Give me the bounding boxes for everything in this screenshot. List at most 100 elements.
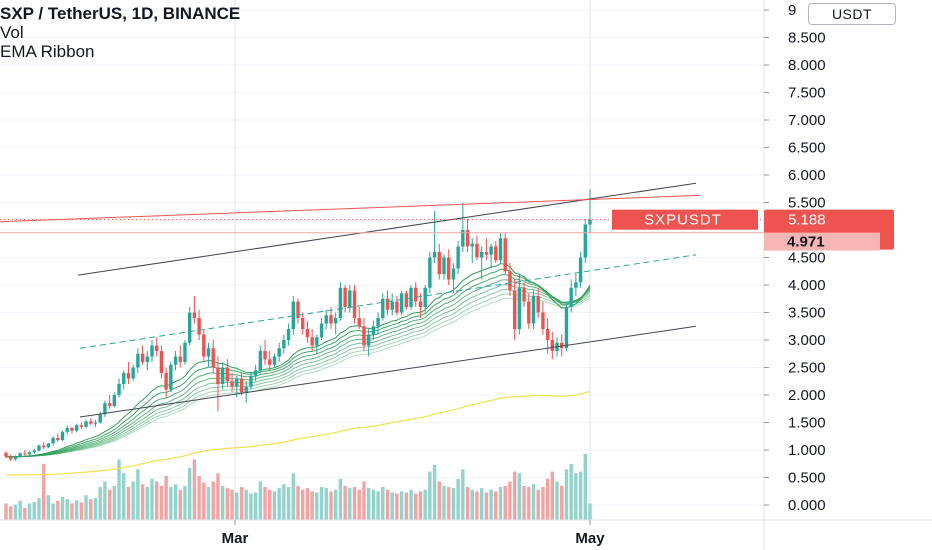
candle — [32, 450, 36, 453]
last-price-value: 5.188 — [788, 212, 826, 229]
candle — [27, 452, 32, 455]
candle — [268, 359, 272, 365]
price-tick-label: 9 — [788, 2, 796, 19]
ref-price-label[interactable] — [764, 232, 880, 251]
candle — [362, 326, 366, 346]
volume-bar — [244, 489, 248, 520]
volume-bar — [155, 481, 159, 520]
candle — [484, 252, 489, 255]
price-tick-label: 3.500 — [788, 305, 826, 322]
candle — [395, 301, 399, 313]
channel-upper-trendline[interactable] — [77, 182, 697, 276]
price-tick-label: 4.500 — [788, 250, 826, 267]
symbol-price-tag[interactable] — [612, 209, 758, 230]
candle — [239, 378, 244, 393]
resistance-line[interactable] — [0, 194, 701, 223]
volume-bar — [385, 489, 390, 520]
candle — [286, 329, 291, 340]
candle — [409, 287, 413, 307]
candle — [536, 296, 540, 313]
volume-bar — [479, 488, 484, 520]
candle — [187, 312, 192, 343]
candle — [301, 318, 305, 329]
volume-bar — [268, 489, 272, 520]
candle — [145, 356, 149, 362]
volume-bar — [150, 478, 154, 520]
volume-bar — [164, 476, 168, 520]
volume-bar — [352, 487, 357, 520]
currency-button[interactable]: USDT — [808, 3, 896, 25]
candle — [428, 257, 432, 288]
volume-bar — [282, 484, 286, 520]
candle — [315, 337, 319, 346]
candle — [272, 356, 277, 365]
volume-bar — [555, 481, 559, 520]
volume-bar — [301, 489, 305, 520]
candle — [442, 257, 446, 274]
candle — [527, 301, 531, 324]
volume-bar — [286, 487, 291, 520]
candle — [329, 315, 333, 324]
volume-bar — [545, 478, 550, 520]
volume-bar — [484, 492, 489, 520]
ema-ribbon-line — [5, 274, 591, 458]
candle — [258, 351, 263, 371]
volume-bar — [192, 459, 197, 520]
candle — [13, 456, 18, 460]
candle — [489, 246, 493, 255]
symbol-tag-label: SXPUSDT — [644, 212, 722, 229]
volume-bar — [51, 503, 55, 520]
candle — [522, 287, 526, 302]
candle — [235, 378, 239, 387]
candle — [338, 287, 343, 318]
volume-bar — [447, 487, 451, 520]
volume-bar — [564, 469, 569, 520]
candle — [319, 323, 324, 338]
price-tick-label: 8.500 — [788, 30, 826, 47]
candle — [437, 252, 441, 274]
candle — [357, 318, 361, 327]
candle — [508, 271, 512, 291]
ema-ribbon-indicator-label[interactable]: EMA Ribbon — [0, 42, 95, 61]
volume-bar — [574, 473, 578, 520]
candle — [291, 301, 295, 329]
candle — [385, 298, 390, 310]
volume-bar — [319, 487, 324, 520]
volume-bar — [169, 487, 173, 520]
volume-bar — [404, 492, 409, 520]
candle — [475, 243, 479, 258]
volume-bar — [103, 481, 107, 520]
volume-bar — [258, 481, 263, 520]
volume-bar — [498, 487, 503, 520]
volume-bar — [79, 502, 84, 520]
ema-ribbon-line — [5, 288, 591, 458]
candle — [564, 307, 569, 349]
volume-bar — [541, 487, 545, 520]
ema-ribbon-line — [5, 263, 591, 458]
price-tick-label: 4.000 — [788, 277, 826, 294]
volume-bar — [362, 481, 366, 520]
volume-bar — [126, 487, 131, 520]
candle — [202, 334, 206, 357]
volume-bar — [225, 488, 230, 520]
volume-bar — [145, 487, 149, 520]
candle — [447, 257, 451, 280]
candle — [574, 282, 578, 288]
volume-bar — [475, 491, 479, 520]
volume-bar — [32, 501, 36, 520]
volume-bar — [60, 496, 65, 520]
volume-bar — [117, 459, 121, 520]
volume-bar — [84, 495, 88, 520]
channel-lower-trendline[interactable] — [79, 325, 697, 418]
volume-bar — [296, 485, 300, 520]
volume-bar — [451, 488, 456, 520]
price-scale[interactable] — [764, 0, 932, 550]
candle — [479, 252, 484, 258]
candle — [197, 318, 201, 335]
price-tick-label: 3.000 — [788, 332, 826, 349]
candle — [470, 243, 474, 247]
vol-indicator-label[interactable]: Vol — [0, 23, 24, 42]
channel-mid-trendline[interactable] — [79, 254, 697, 349]
volume-bar — [13, 504, 18, 520]
